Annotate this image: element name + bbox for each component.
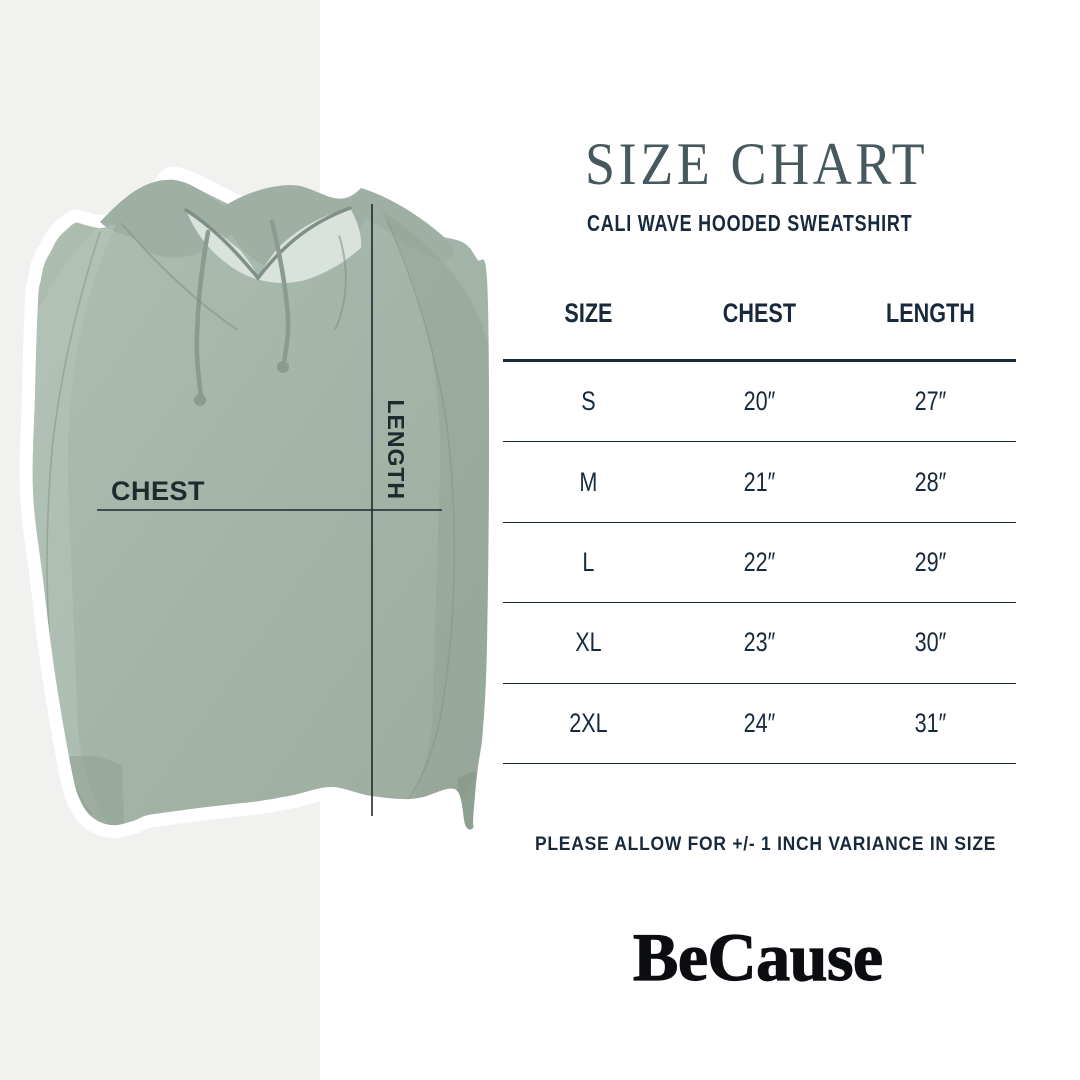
svg-text:CHEST: CHEST: [111, 476, 205, 506]
svg-text:LENGTH: LENGTH: [383, 399, 409, 500]
